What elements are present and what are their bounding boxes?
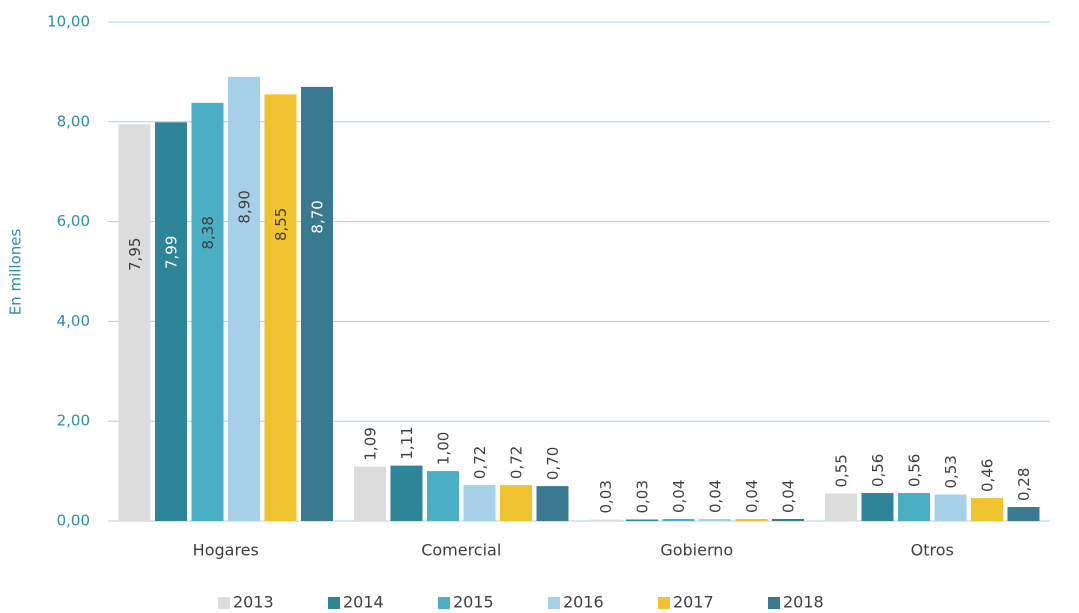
value-label: 8,90 <box>236 190 254 223</box>
bar <box>536 486 569 521</box>
y-tick-label: 2,00 <box>57 412 90 430</box>
bar <box>191 102 224 521</box>
value-label: 0,55 <box>833 454 851 487</box>
value-label: 0,03 <box>634 480 652 513</box>
bar <box>500 485 532 521</box>
y-tick-label: 6,00 <box>57 212 90 230</box>
bar <box>861 493 894 521</box>
y-tick-label: 8,00 <box>57 112 90 130</box>
x-tick-label: Gobierno <box>660 541 733 560</box>
legend-swatch <box>438 597 450 609</box>
value-label: 0,53 <box>942 455 960 488</box>
bar <box>662 519 695 521</box>
bar <box>772 519 804 521</box>
value-label: 8,38 <box>199 216 217 249</box>
value-label: 0,56 <box>906 454 924 487</box>
value-label: 0,72 <box>508 446 526 479</box>
value-label: 0,03 <box>597 480 615 513</box>
bar <box>898 493 930 521</box>
legend-label: 2015 <box>453 593 494 612</box>
value-label: 1,09 <box>362 427 380 460</box>
value-label: 1,11 <box>398 426 416 459</box>
value-label: 7,95 <box>126 238 144 271</box>
value-label: 0,72 <box>471 446 489 479</box>
y-axis-label: En millones <box>7 229 25 316</box>
bar <box>934 494 967 521</box>
value-label: 1,00 <box>435 432 453 465</box>
x-tick-label: Comercial <box>421 541 501 560</box>
bar <box>354 466 386 521</box>
bar <box>825 493 857 521</box>
legend-swatch <box>768 597 780 609</box>
x-tick-label: Hogares <box>193 541 259 560</box>
bar <box>1007 507 1040 521</box>
bar <box>390 465 423 521</box>
bar <box>589 519 622 521</box>
value-label: 0,04 <box>780 480 798 513</box>
bar <box>264 94 297 521</box>
legend-label: 2017 <box>673 593 714 612</box>
legend-swatch <box>658 597 670 609</box>
bar <box>301 86 333 522</box>
bar <box>228 76 260 521</box>
value-label: 0,70 <box>544 447 562 480</box>
value-label: 8,55 <box>272 208 290 241</box>
x-tick-label: Otros <box>911 541 954 560</box>
value-label: 0,04 <box>707 480 725 513</box>
value-label: 0,04 <box>743 480 761 513</box>
value-label: 0,56 <box>869 454 887 487</box>
legend-label: 2014 <box>343 593 384 612</box>
legend-label: 2018 <box>783 593 824 612</box>
value-label: 0,04 <box>670 480 688 513</box>
value-label: 0,28 <box>1015 468 1033 501</box>
bar <box>427 471 459 521</box>
bar <box>735 519 768 521</box>
bar <box>626 519 658 521</box>
y-tick-label: 0,00 <box>57 512 90 530</box>
legend-label: 2016 <box>563 593 604 612</box>
legend-label: 2013 <box>233 593 274 612</box>
bar <box>699 519 731 521</box>
bar <box>118 124 151 522</box>
legend-swatch <box>548 597 560 609</box>
bar <box>463 485 496 521</box>
bar <box>971 498 1003 521</box>
bar <box>155 122 187 521</box>
value-label: 7,99 <box>163 236 181 269</box>
y-tick-label: 10,00 <box>47 13 90 31</box>
legend-swatch <box>328 597 340 609</box>
y-tick-label: 4,00 <box>57 312 90 330</box>
value-label: 0,46 <box>979 459 997 492</box>
legend-swatch <box>218 597 230 609</box>
value-label: 8,70 <box>309 200 327 233</box>
